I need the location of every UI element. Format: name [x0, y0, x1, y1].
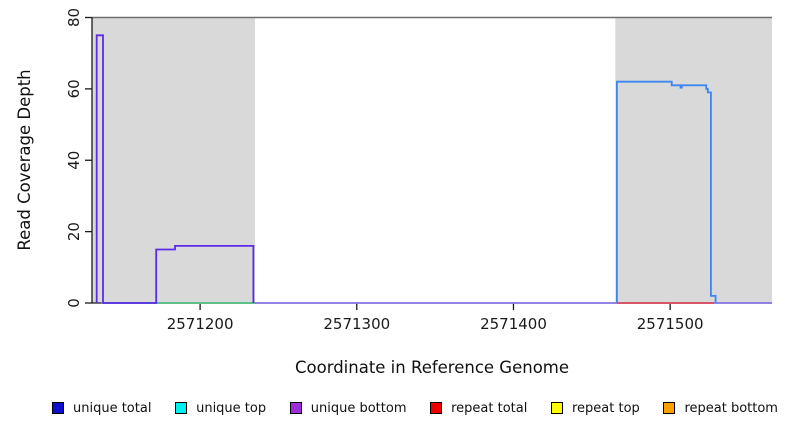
- y-tick-label: 20: [65, 222, 83, 241]
- legend-item-unique-bottom: unique bottom: [289, 400, 407, 416]
- legend-swatch-icon: [175, 402, 188, 414]
- x-tick-label: 2571200: [167, 315, 234, 333]
- legend-label: repeat top: [572, 400, 640, 416]
- x-axis-title: Coordinate in Reference Genome: [295, 358, 569, 377]
- right-gray-region: [615, 17, 772, 303]
- legend-label: repeat bottom: [684, 400, 778, 416]
- legend-label: unique bottom: [310, 400, 407, 416]
- legend-item-repeat-bottom: repeat bottom: [663, 401, 778, 416]
- series-unique-total-right-block: [616, 80, 717, 303]
- y-axis-title: Read Coverage Depth: [15, 69, 34, 250]
- legend-swatch-icon: [430, 402, 443, 414]
- x-tick-label: 2571400: [480, 315, 547, 333]
- coverage-dip-marker: [679, 85, 683, 89]
- series-unique-bottom-left-block: [95, 34, 255, 304]
- y-tick-label: 60: [65, 79, 83, 98]
- legend-label: unique total: [73, 400, 152, 416]
- legend-swatch-icon: [663, 402, 676, 414]
- legend-item-unique-total: unique total: [52, 401, 151, 416]
- legend-item-unique-top: unique top: [175, 401, 266, 416]
- y-tick-label: 40: [65, 151, 83, 170]
- x-tick-label: 2571500: [637, 315, 704, 333]
- legend-label: unique top: [196, 400, 267, 416]
- legend-swatch-icon: [551, 402, 563, 414]
- y-tick-label: 0: [65, 298, 83, 308]
- legend-item-repeat-top: repeat top: [551, 401, 640, 416]
- legend-swatch-icon: [52, 402, 64, 414]
- legend: unique total unique top unique bottom repea…: [52, 397, 778, 419]
- legend-label: repeat total: [451, 400, 528, 416]
- y-tick-label: 80: [65, 8, 83, 27]
- legend-swatch-icon: [289, 402, 302, 414]
- legend-item-repeat-total: repeat total: [430, 401, 527, 416]
- x-tick-label: 2571300: [323, 315, 390, 333]
- coverage-plot: 2571200 2571300 2571400 2571500 0 20 40 60 80 Co…: [15, 8, 772, 377]
- left-gray-region: [92, 17, 255, 303]
